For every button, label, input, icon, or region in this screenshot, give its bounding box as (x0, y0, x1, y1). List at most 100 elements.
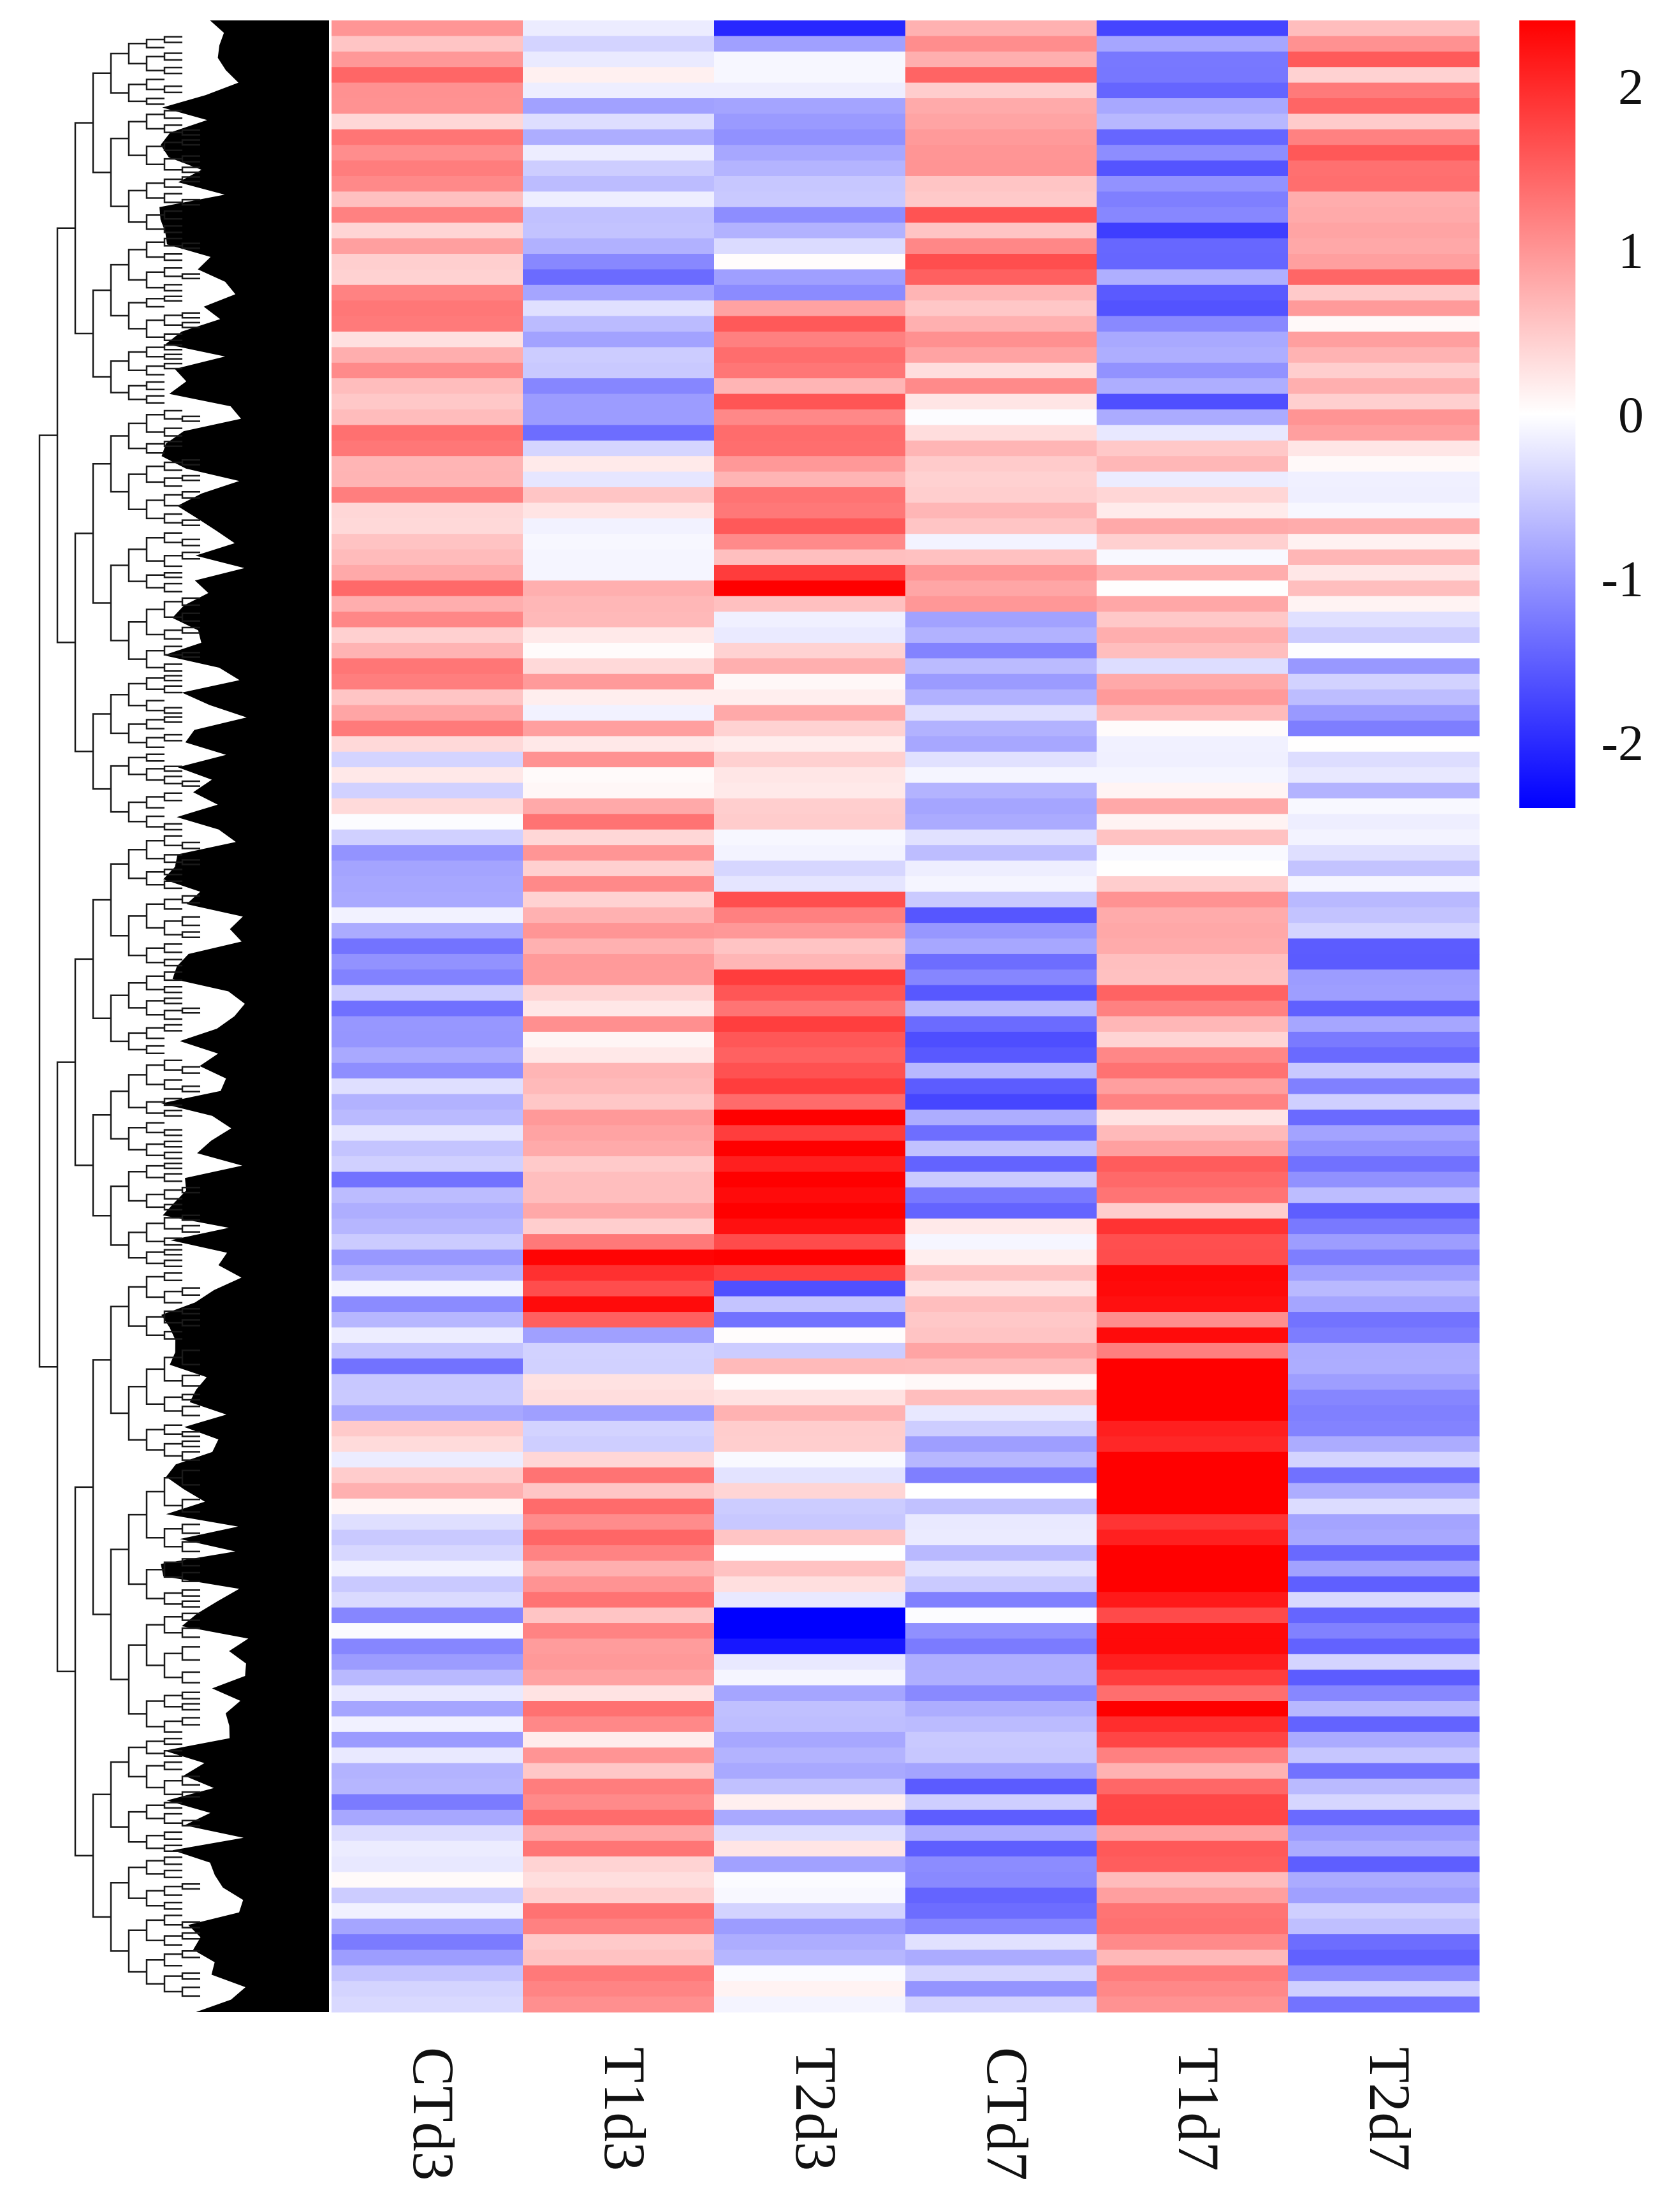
heatmap-cell (905, 238, 1097, 254)
dendrogram-branch (145, 271, 164, 289)
dendrogram-branch (181, 1972, 200, 1980)
heatmap-cell (523, 673, 715, 690)
dendrogram-branch (110, 1761, 129, 1828)
heatmap-cell (332, 1420, 523, 1437)
heatmap-cell (905, 1078, 1097, 1095)
dendrogram-branch (110, 994, 129, 1043)
heatmap-cell (1288, 1467, 1480, 1484)
heatmap-cell (523, 1047, 715, 1064)
heatmap-cell (1097, 1592, 1289, 1608)
heatmap-cell (905, 362, 1097, 379)
heatmap-cell (332, 534, 523, 550)
heatmap-cell (1288, 627, 1480, 643)
heatmap-cell (332, 1234, 523, 1251)
heatmap-cell (714, 1561, 906, 1577)
heatmap-cell (332, 1918, 523, 1935)
heatmap-cell (332, 1654, 523, 1670)
heatmap-cell (1288, 1747, 1480, 1764)
dendrogram-branch (181, 1287, 200, 1296)
dendrogram-branch (145, 536, 164, 562)
dendrogram-branch (181, 1646, 200, 1661)
heatmap-cell (332, 1561, 523, 1577)
heatmap-cell (714, 580, 906, 597)
heatmap-cell (1097, 985, 1289, 1001)
heatmap-cell (714, 1607, 906, 1624)
heatmap-cell (1288, 1483, 1480, 1499)
colorbar (1519, 20, 1575, 808)
heatmap-cell (1288, 596, 1480, 612)
heatmap-cell (523, 518, 715, 534)
dendrogram-branch (145, 1959, 164, 1985)
heatmap-cell (714, 316, 906, 332)
heatmap-cell (1097, 269, 1289, 286)
heatmap-cell (714, 362, 906, 379)
dendrogram-branch (128, 189, 147, 223)
heatmap-cell (905, 1031, 1097, 1048)
dendrogram-branch (128, 621, 147, 660)
heatmap-cell (714, 564, 906, 581)
heatmap-cell (523, 98, 715, 114)
heatmap-cell (905, 503, 1097, 519)
colorbar-tick-label: 2 (1618, 59, 1644, 115)
heatmap-cell (714, 814, 906, 830)
heatmap-cell (1097, 1840, 1289, 1857)
heatmap-cell (714, 1249, 906, 1266)
heatmap-cell (1288, 1545, 1480, 1562)
heatmap-cell (905, 1420, 1097, 1437)
heatmap-cell (714, 393, 906, 410)
heatmap-cell (523, 1390, 715, 1406)
heatmap-cell (905, 953, 1097, 970)
heatmap-cell (523, 1031, 715, 1048)
heatmap-cell (1288, 1078, 1480, 1095)
heatmap-cell (1288, 1965, 1480, 1981)
heatmap-cell (905, 1405, 1097, 1422)
dendrogram-branch (145, 1765, 164, 1789)
heatmap-cell (714, 1342, 906, 1359)
heatmap-cell (332, 440, 523, 457)
heatmap-cell (714, 1047, 906, 1064)
heatmap-cell (332, 876, 523, 892)
dendrogram-branch (145, 608, 164, 636)
heatmap-cell (332, 1218, 523, 1235)
heatmap-cell (332, 1747, 523, 1764)
dendrogram-branch (163, 775, 182, 785)
dendrogram-branch (163, 1272, 182, 1281)
heatmap-cell (1288, 1249, 1480, 1266)
heatmap-cell (1097, 1451, 1289, 1468)
heatmap-cell (1097, 20, 1289, 36)
heatmap-cell (332, 1078, 523, 1095)
heatmap-cell (523, 1592, 715, 1608)
heatmap-cell (714, 1265, 906, 1281)
dendrogram-branch (128, 723, 147, 744)
heatmap-cell (1097, 300, 1289, 317)
heatmap-cell (1097, 1405, 1289, 1422)
heatmap-cell (523, 923, 715, 939)
heatmap-cell (1288, 1109, 1480, 1126)
heatmap-cell (332, 1405, 523, 1422)
heatmap-cell (332, 782, 523, 799)
heatmap-cell (714, 1670, 906, 1686)
heatmap-cell (714, 969, 906, 986)
heatmap-cell (332, 1981, 523, 1997)
heatmap-cell (714, 1436, 906, 1453)
heatmap-cell (714, 1234, 906, 1251)
heatmap-cell (1097, 1062, 1289, 1079)
heatmap-cell (1288, 1436, 1480, 1453)
dendrogram-leaves (159, 20, 329, 2012)
heatmap-cell (905, 798, 1097, 814)
heatmap-cell (1288, 1934, 1480, 1951)
heatmap-cell (714, 596, 906, 612)
heatmap-cell (905, 1731, 1097, 1748)
heatmap-cell (332, 269, 523, 286)
heatmap-cell (714, 1794, 906, 1811)
heatmap-cell (714, 503, 906, 519)
dendrogram-branch (163, 66, 182, 75)
dendrogram-branch (163, 1173, 182, 1182)
dendrogram-branch (163, 582, 182, 593)
heatmap-cell (332, 67, 523, 84)
heatmap-cell (714, 207, 906, 223)
heatmap-cell (714, 1654, 906, 1670)
heatmap-cell (1097, 518, 1289, 534)
heatmap-cell (1097, 751, 1289, 768)
heatmap-cell (1288, 673, 1480, 690)
